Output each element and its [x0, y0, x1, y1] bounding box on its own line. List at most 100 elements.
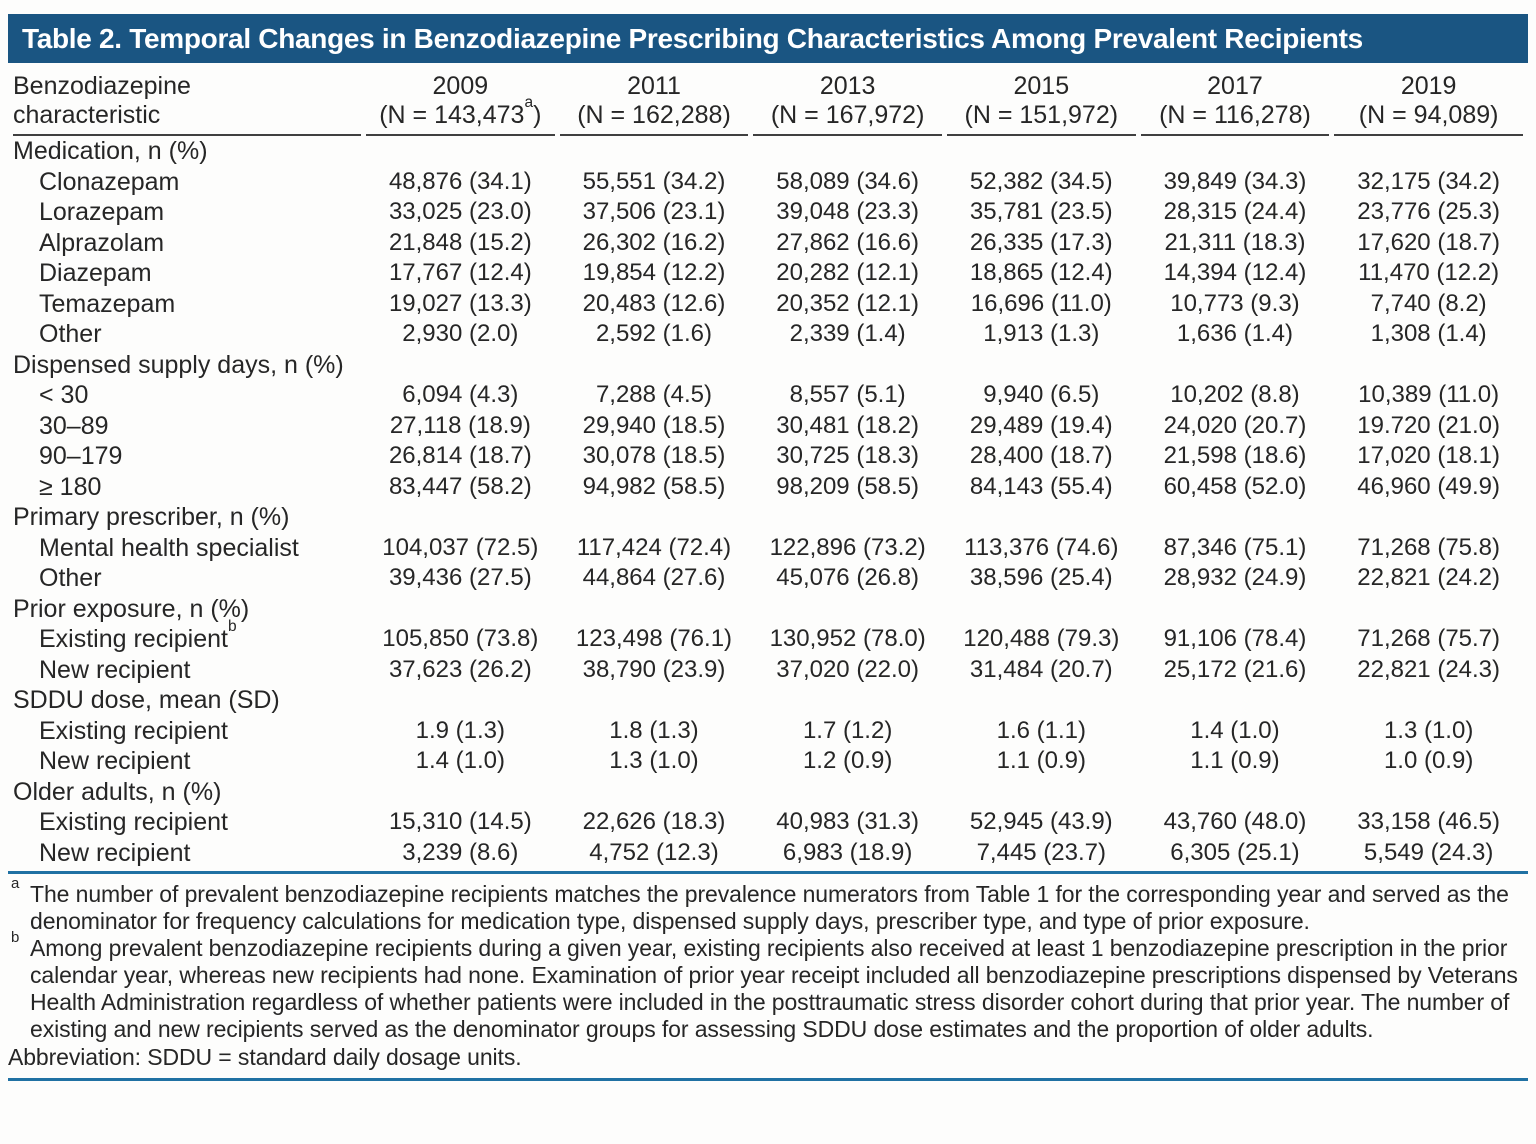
table-row: Temazepam 19,027 (13.3) 20,483 (12.6) 20,35… — [13, 289, 1523, 320]
value-cell: 6,094 (4.3) — [402, 381, 519, 408]
section-row: Older adults, n (%) — [13, 777, 1523, 808]
table-header: Benzodiazepine characteristic 2009 (N = 1… — [13, 72, 1523, 136]
value-cell: 39,436 (27.5) — [388, 564, 532, 591]
value-cell: 39,048 (23.3) — [776, 198, 920, 225]
table-row: Alprazolam 21,848 (15.2) 26,302 (16.2) 27,8… — [13, 228, 1523, 259]
value-cell: 117,424 (72.4) — [576, 533, 732, 561]
value-cell: 30,078 (18.5) — [582, 442, 726, 469]
value-cell: 1,636 (1.4) — [1176, 320, 1293, 347]
value-cell: 19,027 (13.3) — [388, 289, 532, 317]
value-cell: 9,940 (6.5) — [983, 381, 1100, 408]
value-cell: 91,106 (78.4) — [1163, 625, 1307, 652]
value-cell: 28,400 (18.7) — [969, 442, 1113, 469]
row-label: Other — [39, 320, 102, 348]
value-cell: 43,760 (48.0) — [1163, 808, 1307, 835]
year-label: 2017 — [1207, 72, 1263, 100]
value-cell: 40,983 (31.3) — [776, 808, 920, 835]
value-cell: 28,315 (24.4) — [1163, 198, 1307, 225]
table-row: 30–89 27,118 (18.9) 29,940 (18.5) 30,481 (1… — [13, 411, 1523, 442]
value-cell: 30,725 (18.3) — [776, 442, 920, 469]
value-cell: 84,143 (55.4) — [969, 472, 1113, 500]
value-cell: 20,352 (12.1) — [776, 289, 920, 317]
value-cell: 10,202 (8.8) — [1170, 381, 1300, 408]
value-cell: 7,740 (8.2) — [1370, 289, 1487, 317]
year-n-count: (N = 116,278) — [1159, 101, 1311, 129]
value-cell: 1.0 (0.9) — [1383, 747, 1474, 774]
footnotes: a The number of prevalent benzodiazepine … — [8, 875, 1528, 1071]
row-label: New recipient — [39, 655, 191, 684]
table-row: Existing recipient 15,310 (14.5) 22,626 (1… — [13, 807, 1523, 838]
year-n-count: (N = 94,089) — [1358, 101, 1499, 129]
row-label: Diazepam — [39, 259, 152, 287]
column-header-year-2011: 2011 (N = 162,288) — [559, 72, 749, 136]
section-row: SDDU dose, mean (SD) — [13, 685, 1523, 716]
row-label: Other — [39, 564, 102, 592]
value-cell: 35,781 (23.5) — [969, 198, 1113, 225]
value-cell: 3,239 (8.6) — [402, 838, 519, 866]
value-cell: 15,310 (14.5) — [388, 808, 532, 835]
table-figure: Table 2. Temporal Changes in Benzodiazep… — [8, 14, 1528, 1081]
value-cell: 38,596 (25.4) — [969, 564, 1113, 591]
year-n-count: (N = 143,473a) — [379, 93, 542, 129]
row-label: New recipient — [39, 838, 191, 867]
value-cell: 71,268 (75.7) — [1357, 625, 1501, 652]
row-label: Clonazepam — [39, 167, 180, 196]
value-cell: 7,288 (4.5) — [595, 381, 713, 408]
value-cell: 58,089 (34.6) — [776, 167, 920, 195]
column-header-line1: Benzodiazepine — [13, 72, 191, 100]
value-cell: 113,376 (74.6) — [964, 533, 1119, 561]
row-label: 30–89 — [39, 411, 109, 440]
value-cell: 6,305 (25.1) — [1170, 838, 1300, 866]
footnote-ref-a: a — [524, 93, 534, 111]
value-cell: 11,470 (12.2) — [1358, 259, 1500, 286]
value-cell: 94,982 (58.5) — [582, 472, 726, 500]
value-cell: 29,489 (19.4) — [969, 411, 1113, 439]
row-label: Alprazolam — [39, 228, 165, 257]
value-cell: 1.6 (1.1) — [996, 716, 1086, 744]
table-bottom-rule — [8, 871, 1528, 874]
value-cell: 1,308 (1.4) — [1370, 320, 1487, 347]
table-row: New recipient 1.4 (1.0) 1.3 (1.0) 1.2 (0.9)… — [13, 746, 1523, 777]
value-cell: 28,932 (24.9) — [1163, 564, 1307, 591]
value-cell: 1.3 (1.0) — [609, 747, 699, 774]
value-cell: 1,913 (1.3) — [983, 320, 1100, 347]
value-cell: 44,864 (27.6) — [582, 564, 726, 591]
year-n-count: (N = 162,288) — [577, 101, 731, 129]
footnote-a: a The number of prevalent benzodiazepine … — [11, 875, 1509, 934]
value-cell: 55,551 (34.2) — [582, 167, 726, 195]
table-row: Existing recipient 1.9 (1.3) 1.8 (1.3) 1.7 … — [13, 716, 1523, 747]
value-cell: 19.720 (21.0) — [1357, 411, 1501, 439]
value-cell: 1.1 (0.9) — [996, 747, 1086, 774]
value-cell: 37,623 (26.2) — [388, 655, 532, 683]
value-cell: 21,598 (18.6) — [1163, 442, 1307, 469]
value-cell: 2,930 (2.0) — [402, 320, 519, 347]
year-label: 2013 — [819, 72, 876, 100]
value-cell: 8,557 (5.1) — [789, 381, 906, 408]
row-label: < 30 — [39, 381, 89, 409]
value-cell: 37,020 (22.0) — [776, 655, 920, 683]
column-header-year-2013: 2013 (N = 167,972) — [753, 72, 942, 136]
row-label: Existing recipientb — [39, 617, 237, 653]
value-cell: 22,821 (24.2) — [1357, 564, 1501, 591]
value-cell: 4,752 (12.3) — [589, 838, 719, 866]
table-row: Other 2,930 (2.0) 2,592 (1.6) 2,339 (1.4) 1,… — [13, 319, 1523, 350]
value-cell: 17,020 (18.1) — [1357, 442, 1501, 469]
abbreviation-note: Abbreviation: SDDU = standard daily dosa… — [8, 1044, 522, 1070]
value-cell: 7,445 (23.7) — [976, 838, 1106, 866]
row-label: Temazepam — [39, 289, 176, 318]
value-cell: 52,945 (43.9) — [969, 808, 1113, 835]
section-row: Dispensed supply days, n (%) — [13, 350, 1523, 381]
column-header-year-2019: 2019 (N = 94,089) — [1334, 72, 1523, 136]
section-header: SDDU dose, mean (SD) — [13, 686, 280, 714]
value-cell: 31,484 (20.7) — [969, 655, 1113, 683]
value-cell: 1.7 (1.2) — [802, 716, 893, 744]
column-header-characteristic: Benzodiazepine characteristic — [13, 72, 361, 136]
value-cell: 1.2 (0.9) — [802, 747, 893, 774]
value-cell: 26,814 (18.7) — [388, 442, 532, 469]
value-cell: 18,865 (12.4) — [969, 259, 1113, 286]
value-cell: 16,696 (11.0) — [970, 289, 1112, 317]
value-cell: 1.8 (1.3) — [609, 716, 699, 744]
value-cell: 1.3 (1.0) — [1383, 716, 1474, 744]
value-cell: 130,952 (78.0) — [769, 625, 926, 652]
year-n-count: (N = 151,972) — [964, 101, 1119, 129]
